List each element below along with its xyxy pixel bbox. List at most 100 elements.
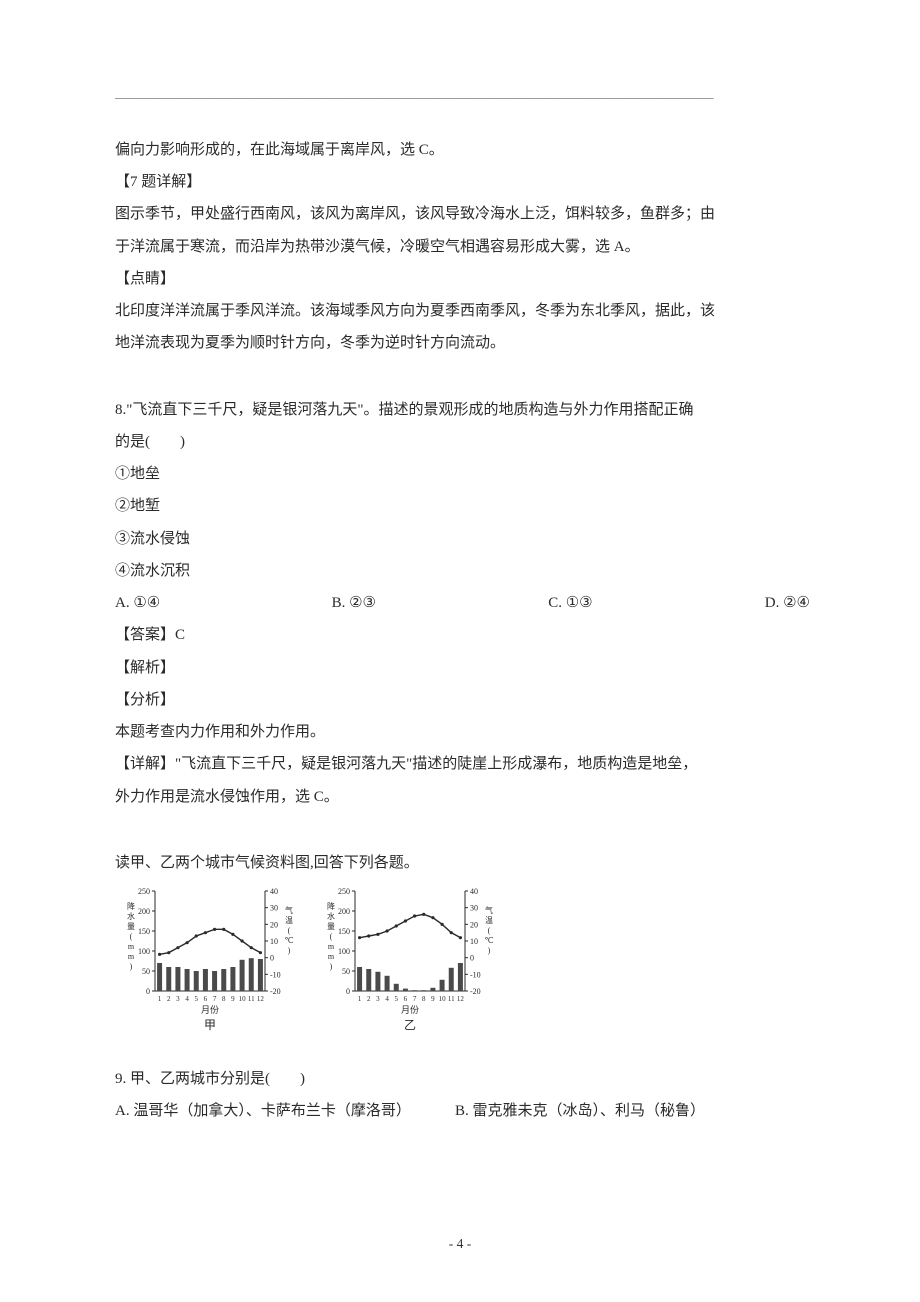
body-text: 偏向力影响形成的，在此海域属于离岸风，选 C。 xyxy=(115,134,810,166)
svg-text:): ) xyxy=(488,946,491,955)
svg-text:1: 1 xyxy=(358,995,362,1003)
svg-text:11: 11 xyxy=(448,995,455,1003)
svg-text:m: m xyxy=(128,952,135,961)
svg-text:30: 30 xyxy=(470,904,478,913)
svg-text:): ) xyxy=(288,946,291,955)
option-item: ①地垒 xyxy=(115,458,810,490)
spacer xyxy=(115,813,810,847)
svg-text:50: 50 xyxy=(342,967,350,976)
spacer xyxy=(115,360,810,394)
option-c: C. ①③ xyxy=(548,587,765,619)
svg-text:10: 10 xyxy=(470,937,478,946)
svg-text:℃: ℃ xyxy=(485,936,494,945)
svg-text:3: 3 xyxy=(376,995,380,1003)
svg-text:10: 10 xyxy=(270,937,278,946)
svg-text:(: ( xyxy=(130,932,133,941)
svg-text:水: 水 xyxy=(327,911,335,921)
svg-text:水: 水 xyxy=(127,911,135,921)
svg-text:2: 2 xyxy=(167,995,171,1003)
climate-charts: 050100150200250-20-100102030401234567891… xyxy=(115,883,495,1063)
option-d: D. ②④ xyxy=(765,587,810,619)
svg-text:150: 150 xyxy=(138,927,150,936)
option-b: B. ②③ xyxy=(332,587,549,619)
climate-charts-svg: 050100150200250-20-100102030401234567891… xyxy=(115,883,495,1063)
svg-text:-20: -20 xyxy=(470,987,481,996)
svg-text:8: 8 xyxy=(422,995,426,1003)
horizontal-rule: ________________________________________… xyxy=(115,80,810,106)
option-b: B. 雷克雅未克（冰岛）、利马（秘鲁） xyxy=(455,1095,810,1127)
svg-text:月份: 月份 xyxy=(401,1004,419,1015)
chart-intro: 读甲、乙两个城市气候资料图,回答下列各题。 xyxy=(115,847,810,879)
page-number: - 4 - xyxy=(0,1229,920,1258)
svg-text:5: 5 xyxy=(195,995,199,1003)
svg-text:(: ( xyxy=(288,926,291,935)
svg-text:200: 200 xyxy=(338,907,350,916)
answer-label: 【答案】C xyxy=(115,619,810,651)
body-text: 图示季节，甲处盛行西南风，该风为离岸风，该风导致冷海水上泛，饵料较多，鱼群多；由 xyxy=(115,198,810,230)
answer-options-row: A. 温哥华（加拿大）、卡萨布兰卡（摩洛哥） B. 雷克雅未克（冰岛）、利马（秘… xyxy=(115,1095,810,1127)
body-text: 【详解】"飞流直下三千尺，疑是银河落九天"描述的陡崖上形成瀑布，地质构造是地垒， xyxy=(115,748,810,780)
svg-text:9: 9 xyxy=(231,995,235,1003)
svg-text:温: 温 xyxy=(485,916,493,925)
body-text: 外力作用是流水侵蚀作用，选 C。 xyxy=(115,781,810,813)
svg-text:气: 气 xyxy=(485,905,493,915)
svg-text:量: 量 xyxy=(127,922,135,931)
svg-text:0: 0 xyxy=(470,954,474,963)
svg-text:月份: 月份 xyxy=(201,1004,219,1015)
document-page: ________________________________________… xyxy=(0,0,920,1302)
svg-text:200: 200 xyxy=(138,907,150,916)
svg-text:气: 气 xyxy=(285,905,293,915)
svg-text:4: 4 xyxy=(385,995,389,1003)
svg-text:7: 7 xyxy=(213,995,217,1003)
svg-text:(: ( xyxy=(488,926,491,935)
svg-text:6: 6 xyxy=(204,995,208,1003)
svg-text:30: 30 xyxy=(270,904,278,913)
svg-text:1: 1 xyxy=(158,995,162,1003)
svg-text:11: 11 xyxy=(248,995,255,1003)
svg-text:乙: 乙 xyxy=(404,1018,416,1032)
svg-text:0: 0 xyxy=(146,987,150,996)
svg-text:降: 降 xyxy=(327,901,335,911)
svg-text:m: m xyxy=(328,952,335,961)
section-heading: 【解析】 xyxy=(115,652,810,684)
svg-text:(: ( xyxy=(330,932,333,941)
option-item: ③流水侵蚀 xyxy=(115,523,810,555)
svg-text:0: 0 xyxy=(270,954,274,963)
svg-text:甲: 甲 xyxy=(204,1018,216,1032)
svg-text:12: 12 xyxy=(457,995,465,1003)
option-item: ②地堑 xyxy=(115,490,810,522)
svg-text:100: 100 xyxy=(338,947,350,956)
body-text: 本题考查内力作用和外力作用。 xyxy=(115,716,810,748)
svg-text:40: 40 xyxy=(270,887,278,896)
svg-text:7: 7 xyxy=(413,995,417,1003)
option-a: A. ①④ xyxy=(115,587,332,619)
svg-text:20: 20 xyxy=(270,920,278,929)
section-heading: 【分析】 xyxy=(115,684,810,716)
svg-text:温: 温 xyxy=(285,916,293,925)
question-stem: 8."飞流直下三千尺，疑是银河落九天"。描述的景观形成的地质构造与外力作用搭配正… xyxy=(115,394,810,426)
svg-text:℃: ℃ xyxy=(285,936,294,945)
svg-text:3: 3 xyxy=(176,995,180,1003)
answer-options-row: A. ①④ B. ②③ C. ①③ D. ②④ xyxy=(115,587,810,619)
svg-text:m: m xyxy=(328,942,335,951)
body-text: 地洋流表现为夏季为顺时针方向，冬季为逆时针方向流动。 xyxy=(115,327,810,359)
section-heading: 【7 题详解】 xyxy=(115,166,810,198)
svg-text:-10: -10 xyxy=(270,970,281,979)
svg-text:12: 12 xyxy=(257,995,265,1003)
svg-text:250: 250 xyxy=(338,887,350,896)
svg-text:5: 5 xyxy=(395,995,399,1003)
svg-text:50: 50 xyxy=(142,967,150,976)
svg-text:): ) xyxy=(330,962,333,971)
svg-text:-20: -20 xyxy=(270,987,281,996)
svg-text:8: 8 xyxy=(222,995,226,1003)
svg-text:-10: -10 xyxy=(470,970,481,979)
body-text: 于洋流属于寒流，而沿岸为热带沙漠气候，冷暖空气相遇容易形成大雾，选 A。 xyxy=(115,231,810,263)
svg-text:2: 2 xyxy=(367,995,371,1003)
svg-text:150: 150 xyxy=(338,927,350,936)
section-heading: 【点睛】 xyxy=(115,263,810,295)
svg-text:6: 6 xyxy=(404,995,408,1003)
svg-text:10: 10 xyxy=(239,995,247,1003)
option-a: A. 温哥华（加拿大）、卡萨布兰卡（摩洛哥） xyxy=(115,1095,455,1127)
svg-text:): ) xyxy=(130,962,133,971)
body-text: 北印度洋洋流属于季风洋流。该海域季风方向为夏季西南季风，冬季为东北季风，据此，该 xyxy=(115,295,810,327)
